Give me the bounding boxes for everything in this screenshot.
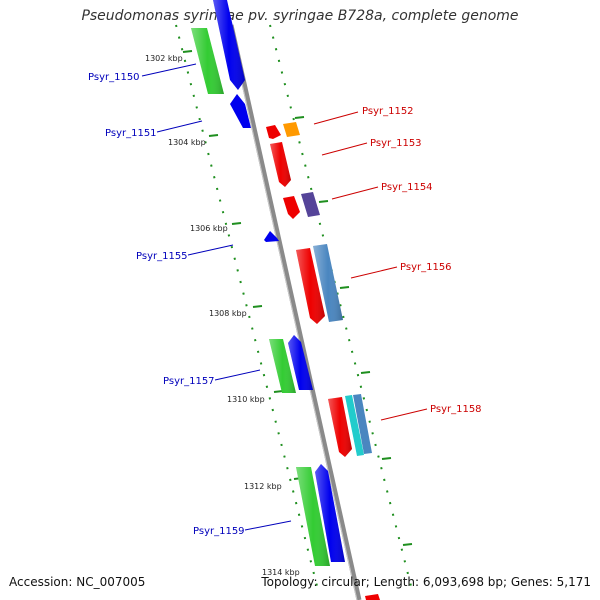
gene-label-psyr-1156[interactable]: Psyr_1156 <box>400 262 452 273</box>
leader-line-psyr-1159 <box>244 520 292 531</box>
gene-psyr-1150[interactable] <box>191 0 245 94</box>
gene-bar-green-shade <box>296 467 330 566</box>
gene-arrow-red-shade <box>270 142 291 187</box>
tick-mark <box>294 116 305 119</box>
leader-line-psyr-1154 <box>331 186 379 200</box>
gene-arrow-red <box>283 196 300 219</box>
genome-backbone-highlight <box>228 24 358 600</box>
accession-text: Accession: NC_007005 <box>9 575 146 589</box>
tick-label-1306: 1306 kbp <box>190 224 228 233</box>
gene-psyr-1151[interactable] <box>230 94 251 128</box>
left-dotted-track <box>175 24 319 591</box>
right-dotted-track <box>269 24 413 591</box>
gene-arrow-blue <box>264 231 279 242</box>
tick-label-1308: 1308 kbp <box>209 309 247 318</box>
gene-bar-orange <box>283 122 300 137</box>
gene-psyr-1156[interactable] <box>296 244 343 324</box>
gene-label-psyr-1152[interactable]: Psyr_1152 <box>362 106 414 117</box>
gene-psyr-1154[interactable] <box>283 192 320 219</box>
gene-psyr-1159[interactable] <box>296 464 345 566</box>
leader-line-psyr-1155 <box>187 244 234 256</box>
tick-mark <box>252 305 263 308</box>
gene-label-psyr-1154[interactable]: Psyr_1154 <box>381 182 433 193</box>
gene-psyr-1158[interactable] <box>328 394 372 457</box>
gene-bar-cyan <box>345 395 364 456</box>
leader-line-psyr-1152 <box>313 111 359 125</box>
leader-lines <box>141 63 428 531</box>
gene-psyr-1155[interactable] <box>264 231 279 242</box>
gene-arrow-red-shade <box>328 397 352 457</box>
gene-psyr-1157[interactable] <box>269 335 313 393</box>
gene-label-psyr-1151[interactable]: Psyr_1151 <box>105 128 157 139</box>
leader-line-psyr-1156 <box>350 266 398 279</box>
tick-label-1312: 1312 kbp <box>244 482 282 491</box>
gene-arrow-red-shade <box>296 248 325 324</box>
tick-mark <box>402 543 413 546</box>
tick-mark <box>339 286 350 289</box>
tick-mark <box>318 200 329 203</box>
tick-label-1310: 1310 kbp <box>227 395 265 404</box>
gene-bar-steel <box>353 394 372 454</box>
gene-label-psyr-1153[interactable]: Psyr_1153 <box>370 138 422 149</box>
gene-bar-purple <box>301 192 320 217</box>
gene-label-psyr-1155[interactable]: Psyr_1155 <box>136 251 188 262</box>
gene-label-psyr-1150[interactable]: Psyr_1150 <box>88 72 140 83</box>
genome-backbone <box>228 24 362 600</box>
tick-mark <box>231 222 242 225</box>
tick-label-1314: 1314 kbp <box>262 568 300 577</box>
gene-label-psyr-1159[interactable]: Psyr_1159 <box>193 526 245 537</box>
gene-bar-steel-shade <box>313 244 343 322</box>
leader-line-psyr-1158 <box>380 408 428 421</box>
tick-label-1302: 1302 kbp <box>145 54 183 63</box>
gene-bar-green-shade <box>269 339 296 393</box>
genome-summary-text: Topology: circular; Length: 6,093,698 bp… <box>261 575 591 589</box>
tick-label-1304: 1304 kbp <box>168 138 206 147</box>
leader-line-psyr-1157 <box>214 369 261 381</box>
gene-arrow-blue-shade <box>288 335 313 390</box>
gene-psyr-1153[interactable] <box>270 142 291 187</box>
map-title: Pseudomonas syringae pv. syringae B728a,… <box>81 8 519 24</box>
gene-arrow-red <box>266 125 281 139</box>
gene-arrow-blue-shade <box>315 464 345 562</box>
gene-bar-green-shade <box>191 28 224 94</box>
gene-bar-blue-shade <box>213 0 245 90</box>
tick-mark <box>273 390 284 393</box>
leader-line-psyr-1153 <box>321 142 368 156</box>
gene-bar-red <box>365 594 380 600</box>
gene-arrow-blue <box>230 94 251 128</box>
gene-psyr-1160-partial[interactable] <box>365 594 380 600</box>
gene-label-psyr-1157[interactable]: Psyr_1157 <box>163 376 215 387</box>
tick-mark <box>182 50 193 53</box>
gene-psyr-1152[interactable] <box>266 122 300 139</box>
leader-line-psyr-1150 <box>141 63 197 77</box>
leader-line-psyr-1151 <box>156 120 203 133</box>
tick-mark <box>381 457 392 460</box>
tick-mark <box>208 134 219 137</box>
tick-mark <box>360 371 371 374</box>
gene-label-psyr-1158[interactable]: Psyr_1158 <box>430 404 482 415</box>
